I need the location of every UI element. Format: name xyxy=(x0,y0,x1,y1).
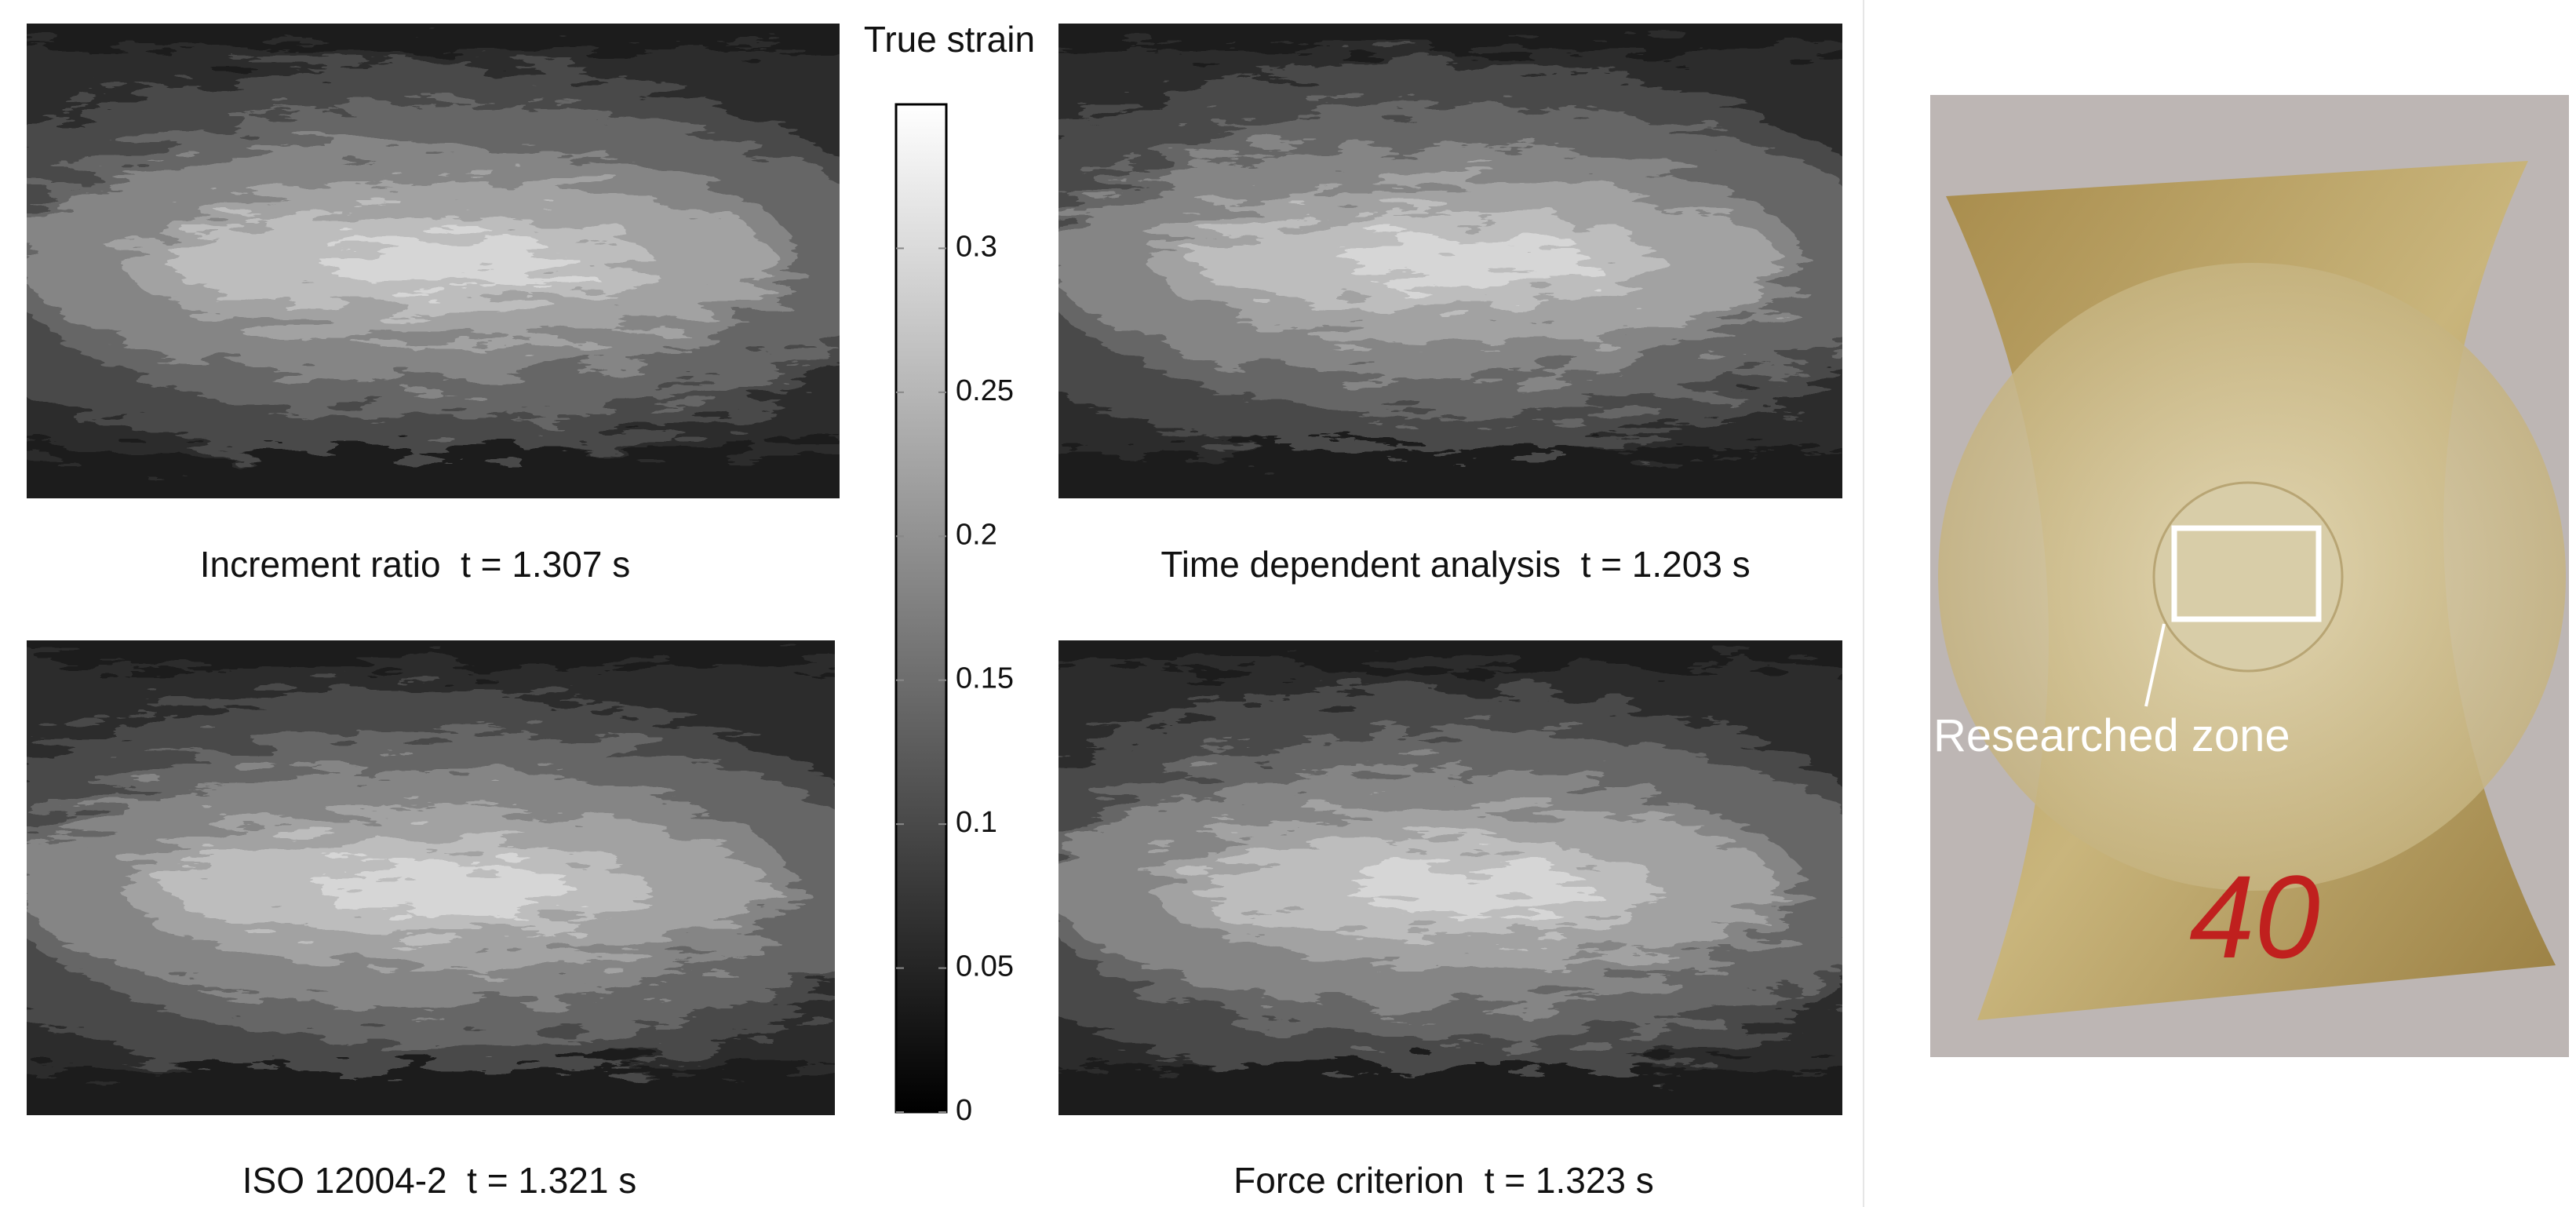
contour xyxy=(319,237,579,285)
colorbar-tick-label: 0.05 xyxy=(956,950,1014,983)
contour xyxy=(1340,237,1592,285)
zone-label: Researched zone xyxy=(1933,710,2290,761)
panel-caption: ISO 12004-2 t = 1.321 s xyxy=(242,1160,637,1201)
colorbar-tick-label: 0.2 xyxy=(956,518,997,551)
contour xyxy=(1058,640,1842,666)
panel-caption: Increment ratio t = 1.307 s xyxy=(200,544,630,585)
specimen-number: 40 xyxy=(2189,851,2320,983)
contour xyxy=(27,24,840,49)
panel-caption: Force criterion t = 1.323 s xyxy=(1233,1160,1654,1201)
map-contours xyxy=(27,640,835,1115)
colorbar-tick-label: 0.3 xyxy=(956,230,997,263)
contour xyxy=(27,450,840,498)
strain-map xyxy=(27,640,835,1115)
contour xyxy=(27,1067,835,1115)
strain-map xyxy=(1058,640,1842,1115)
specimen-photo: Researched zone 40 xyxy=(1930,95,2569,1057)
panel-caption: Time dependent analysis t = 1.203 s xyxy=(1160,544,1750,585)
contour xyxy=(1058,1067,1842,1115)
contour xyxy=(317,863,576,911)
map-contours xyxy=(1058,640,1842,1115)
contour xyxy=(27,640,835,666)
specimen-center xyxy=(2152,481,2344,673)
contour xyxy=(1058,24,1842,49)
strain-map xyxy=(1058,24,1842,498)
contour xyxy=(1340,863,1592,911)
colorbar-tick-label: 0 xyxy=(956,1094,972,1127)
map-contours xyxy=(1058,24,1842,498)
zone-pointer xyxy=(2144,623,2166,707)
zone-box xyxy=(2171,525,2322,622)
contour xyxy=(1058,450,1842,498)
colorbar-tick-label: 0.25 xyxy=(956,374,1014,407)
colorbar-tick-label: 0.1 xyxy=(956,806,997,839)
colorbar-fill xyxy=(894,103,948,1114)
map-contours xyxy=(27,24,840,498)
colorbar: 0 0.05 0.1 0.15 0.2 0.25 0.3 xyxy=(894,103,1014,1127)
colorbar-tick-label: 0.15 xyxy=(956,662,1014,695)
strain-map xyxy=(27,24,840,498)
colorbar-title: True strain xyxy=(864,19,1035,60)
